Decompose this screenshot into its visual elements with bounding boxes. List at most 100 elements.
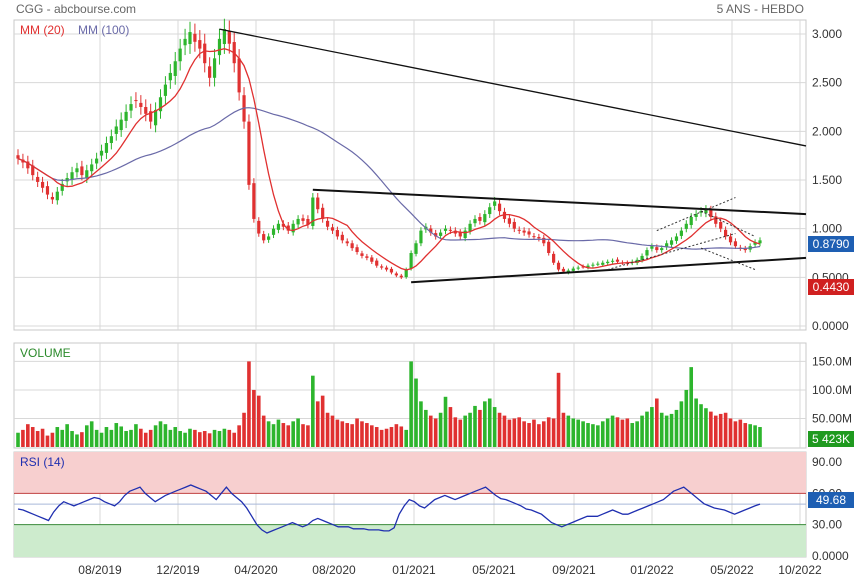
volume-bar bbox=[409, 361, 413, 447]
volume-bar bbox=[728, 418, 733, 447]
volume-bar bbox=[541, 421, 546, 447]
volume-bar bbox=[21, 429, 25, 447]
candle-body bbox=[645, 250, 649, 256]
candle-body bbox=[601, 262, 605, 265]
volume-bar bbox=[438, 412, 443, 447]
ref-price-badge bbox=[808, 279, 854, 295]
candle-body bbox=[375, 260, 379, 266]
candle-body bbox=[507, 218, 511, 224]
volume-bar bbox=[610, 415, 615, 447]
volume-bar bbox=[605, 418, 610, 447]
candle-body bbox=[468, 223, 472, 232]
candle-body bbox=[95, 158, 99, 164]
volume-bar bbox=[527, 423, 531, 447]
candle-body bbox=[330, 227, 335, 231]
volume-bar bbox=[517, 417, 522, 447]
volume-bar bbox=[664, 415, 669, 447]
volume-bar bbox=[252, 389, 256, 447]
volume-bar bbox=[80, 432, 84, 447]
price-tick-label: 2.500 bbox=[812, 76, 842, 90]
candle-body bbox=[198, 40, 202, 49]
volume-bar bbox=[684, 389, 689, 447]
volume-bar bbox=[360, 421, 364, 447]
volume-bar bbox=[65, 424, 69, 447]
candle-body bbox=[321, 207, 325, 219]
volume-bar bbox=[193, 429, 197, 447]
volume-bar bbox=[286, 425, 291, 447]
volume-bar bbox=[379, 429, 384, 447]
candle-body bbox=[104, 143, 109, 153]
candle-body bbox=[222, 29, 226, 45]
x-tick-label: 08/2019 bbox=[78, 563, 122, 577]
volume-bar bbox=[315, 401, 320, 447]
candle-body bbox=[709, 209, 713, 217]
candle-body bbox=[306, 218, 310, 225]
volume-bar bbox=[335, 419, 340, 447]
candle-body bbox=[158, 97, 163, 112]
candle-body bbox=[478, 217, 482, 221]
volume-tick-label: 100.0M bbox=[812, 383, 852, 397]
volume-tick-label: 150.0M bbox=[812, 354, 852, 368]
volume-bar bbox=[659, 412, 664, 447]
volume-bar bbox=[306, 425, 310, 447]
candle-body bbox=[561, 268, 566, 272]
source-label: CGG - abcbourse.com bbox=[16, 2, 136, 16]
volume-bar bbox=[399, 426, 404, 447]
volume-bar bbox=[532, 419, 536, 447]
candle-body bbox=[109, 136, 113, 144]
candle-body bbox=[389, 268, 394, 273]
candle-body bbox=[355, 247, 359, 253]
candle-body bbox=[188, 32, 192, 45]
volume-bar bbox=[45, 435, 50, 447]
candle-body bbox=[591, 264, 595, 266]
candle-body bbox=[674, 236, 679, 241]
candle-body bbox=[414, 243, 418, 254]
volume-bar bbox=[217, 431, 222, 447]
volume-bar bbox=[414, 378, 418, 447]
candle-body bbox=[149, 111, 153, 122]
volume-tick-label: 50.00M bbox=[812, 411, 852, 425]
volume-bar bbox=[320, 395, 325, 447]
volume-bar bbox=[30, 427, 35, 447]
candle-body bbox=[566, 270, 570, 273]
candle-body bbox=[267, 236, 271, 240]
candle-body bbox=[262, 234, 266, 241]
volume-bar bbox=[55, 427, 60, 447]
volume-bar bbox=[709, 411, 713, 447]
volume-bar bbox=[26, 424, 30, 447]
volume-bar bbox=[733, 421, 738, 447]
rsi-tick-label: 0.0000 bbox=[812, 549, 849, 563]
volume-bar bbox=[109, 429, 114, 447]
candle-body bbox=[458, 232, 462, 237]
volume-bar bbox=[561, 412, 566, 447]
volume-bar bbox=[448, 407, 453, 447]
candle-body bbox=[335, 230, 340, 237]
long-downtrend-line bbox=[219, 28, 807, 147]
moving-averages bbox=[17, 48, 761, 271]
volume-bar bbox=[502, 415, 507, 447]
candle-body bbox=[404, 269, 408, 278]
volume-bar bbox=[723, 412, 728, 447]
candle-body bbox=[660, 248, 664, 251]
candle-body bbox=[70, 172, 74, 180]
candle-body bbox=[291, 223, 295, 233]
candle-body bbox=[522, 230, 526, 233]
volume-bar bbox=[600, 421, 605, 447]
candle-body bbox=[257, 220, 261, 234]
candle-body bbox=[173, 61, 177, 76]
candle-body bbox=[527, 231, 531, 235]
volume-bar bbox=[556, 372, 561, 447]
volume-bar bbox=[566, 415, 571, 447]
volume-bar bbox=[325, 412, 330, 447]
x-tick-label: 04/2020 bbox=[234, 563, 278, 577]
volume-bar bbox=[551, 418, 556, 447]
volume-bar bbox=[370, 425, 374, 447]
volume-bar bbox=[99, 432, 104, 447]
candle-body bbox=[31, 165, 35, 176]
volume-bar bbox=[198, 432, 202, 447]
volume-bar bbox=[291, 421, 295, 447]
volume-bar bbox=[232, 432, 237, 447]
candle-body bbox=[556, 262, 561, 270]
candle-body bbox=[689, 216, 693, 226]
candle-body bbox=[448, 229, 453, 231]
